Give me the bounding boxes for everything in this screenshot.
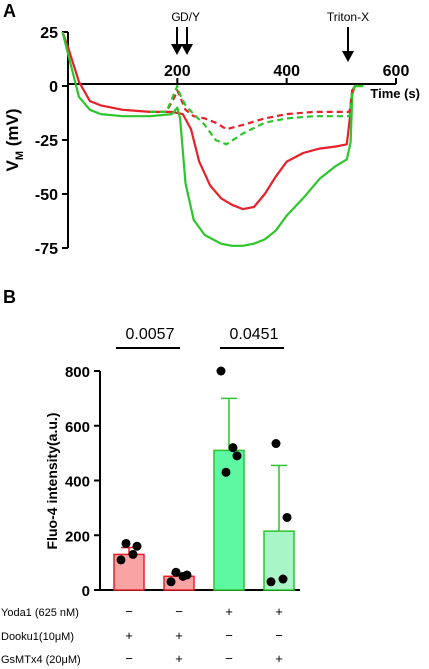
condition-sign: + — [275, 651, 283, 666]
annotation-triton: Triton-X — [327, 10, 369, 24]
arrow-g — [171, 27, 183, 55]
panel-a-axes: 25 0 -25 -50 -75 200 400 600 — [35, 25, 410, 258]
panel-b-y-tick-label: 800 — [65, 364, 90, 381]
annotation-g: G — [171, 10, 180, 24]
data-point — [228, 443, 238, 453]
condition-sign: − — [125, 651, 133, 666]
ylabel-unit: (mV) — [3, 108, 22, 151]
data-point — [282, 512, 292, 522]
trace-green-solid — [61, 31, 364, 247]
condition-sign: − — [125, 604, 133, 619]
panel-b-y-tick-label: 600 — [65, 419, 90, 436]
data-point — [116, 555, 126, 565]
p-value-1: 0.0057 — [126, 326, 175, 343]
panel-a-label: A — [3, 1, 16, 21]
data-point — [121, 538, 131, 548]
condition-sign: + — [175, 651, 183, 666]
data-point — [128, 549, 138, 559]
panel-b-axes: 0 200 400 600 800 — [65, 364, 300, 600]
data-point — [266, 577, 276, 587]
p-value-2: 0.0451 — [230, 326, 279, 343]
condition-sign: − — [225, 628, 233, 643]
data-point — [132, 541, 142, 551]
arrow-triton — [342, 27, 354, 62]
data-point — [178, 571, 188, 581]
panel-a-x-tick-label: 200 — [164, 63, 191, 80]
ylabel-sub: M — [14, 151, 26, 160]
panel-a-y-tick-label: 25 — [40, 25, 58, 42]
data-point — [221, 467, 231, 477]
condition-sign: + — [225, 604, 233, 619]
condition-sign: + — [175, 628, 183, 643]
panel-a-traces — [61, 31, 364, 247]
condition-sign: + — [125, 628, 133, 643]
panel-b-y-tick-label: 400 — [65, 474, 90, 491]
panel-b-label: B — [3, 287, 16, 307]
ylabel-main: V — [3, 160, 22, 172]
data-point — [171, 567, 181, 577]
condition-sign: + — [275, 604, 283, 619]
data-point — [216, 366, 226, 376]
data-point — [232, 451, 242, 461]
condition-sign: − — [275, 628, 283, 643]
panel-a-y-tick-label: -50 — [35, 187, 58, 204]
arrow-dy — [181, 27, 193, 55]
panel-a-x-axis-label: Time (s) — [370, 86, 420, 101]
svg-text:VM (mV): VM (mV) — [3, 108, 26, 171]
data-point — [278, 574, 288, 584]
panel-a-x-tick-label: 600 — [383, 63, 410, 80]
trace-green-dashed — [150, 84, 356, 146]
panel-a-y-axis-label: VM (mV) — [3, 108, 26, 171]
condition-signs: − − + + + + − − − + − + — [125, 604, 283, 666]
data-point — [271, 439, 281, 449]
trace-red-solid — [61, 31, 364, 211]
data-point — [166, 577, 176, 587]
condition-sign: − — [225, 651, 233, 666]
panel-a-y-tick-label: -25 — [35, 133, 58, 150]
condition-sign: − — [175, 604, 183, 619]
panel-a-y-tick-label: -75 — [35, 241, 58, 258]
panel-b-y-axis-label: Fluo-4 intensity(a.u.) — [44, 413, 60, 550]
panel-b-y-tick-label: 0 — [82, 583, 90, 600]
trace-red-dashed — [150, 85, 356, 131]
panel-b-bars — [113, 366, 295, 591]
panel-b-y-tick-label: 200 — [65, 528, 90, 545]
panel-a-x-tick-label: 400 — [273, 63, 300, 80]
panel-a-y-tick-label: 0 — [49, 79, 58, 96]
condition-gsmtx-label: GsMTx4 (20μM) — [1, 654, 81, 666]
condition-yoda-label: Yoda1 (625 nM) — [1, 607, 79, 619]
condition-dooku-label: Dooku1(10μM) — [1, 631, 74, 643]
annotation-dy: D/Y — [180, 10, 200, 24]
